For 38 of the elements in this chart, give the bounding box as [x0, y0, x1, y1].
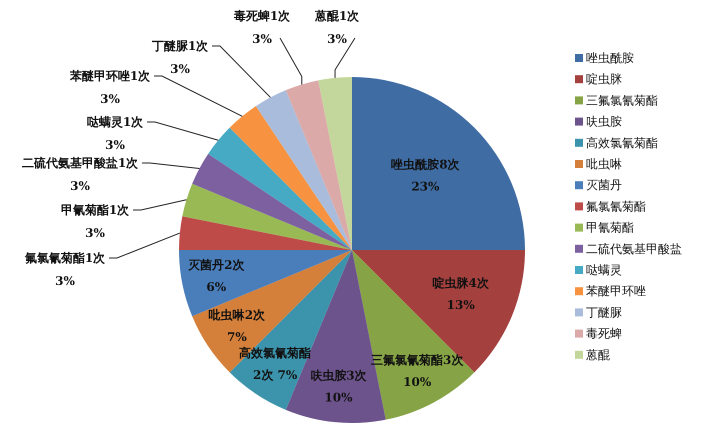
legend-label: 哒螨灵: [586, 263, 622, 277]
pie-slice: [318, 77, 352, 250]
data-label: 氟氯氰菊酯1次 3%: [24, 251, 106, 288]
pie-slice: [352, 77, 525, 250]
legend-label: 二硫代氨基甲酸盐: [586, 242, 682, 256]
data-label: 毒死蜱1次 3%: [232, 9, 292, 46]
data-label: 二硫代氨基甲酸盐1次 3%: [22, 156, 140, 193]
data-label: 三氟氯氰菊酯3次 10%: [371, 353, 464, 390]
legend-label: 甲氰菊酯: [586, 220, 634, 235]
data-label: 丁醚脲1次 3%: [150, 39, 210, 76]
legend-label: 毒死蜱: [586, 326, 622, 341]
legend-label: 呋虫胺: [586, 114, 622, 129]
legend-label: 氟氯氰菊酯: [586, 199, 646, 214]
data-label: 啶虫脒4次 13%: [432, 276, 490, 312]
data-label: 灭菌丹2次 6%: [188, 258, 246, 294]
data-label: 哒螨灵1次 3%: [86, 115, 144, 152]
legend-label: 蒽醌: [586, 348, 610, 362]
data-label: 苯醚甲环唑1次 3%: [68, 69, 152, 106]
legend-label: 啶虫脒: [586, 72, 622, 86]
pie-slice: [182, 184, 352, 250]
legend-label: 灭菌丹: [586, 178, 622, 192]
pie-slice: [179, 216, 352, 250]
pie-slice: [208, 128, 352, 250]
legend-label: 唑虫酰胺: [586, 51, 634, 65]
legend-label: 高效氯氰菊酯: [586, 136, 658, 150]
data-label: 唑虫酰胺8次 23%: [391, 158, 461, 194]
legend-label: 吡虫啉: [586, 157, 622, 171]
pie-slice: [286, 80, 352, 250]
pie-slice: [256, 90, 352, 250]
legend-label: 三氟氯氰菊酯: [586, 93, 658, 108]
pie-slice: [192, 154, 352, 250]
data-label: 甲氰菊酯1次 3%: [60, 203, 130, 240]
legend-label: 苯醚甲环唑: [586, 284, 646, 298]
data-label: 呋虫胺3次 10%: [310, 368, 368, 405]
legend-label: 丁醚脲: [586, 305, 622, 320]
data-label: 吡虫啉2次 7%: [208, 308, 266, 344]
data-label: 蒽醌1次 3%: [314, 9, 360, 46]
pie-slice: [230, 106, 352, 250]
